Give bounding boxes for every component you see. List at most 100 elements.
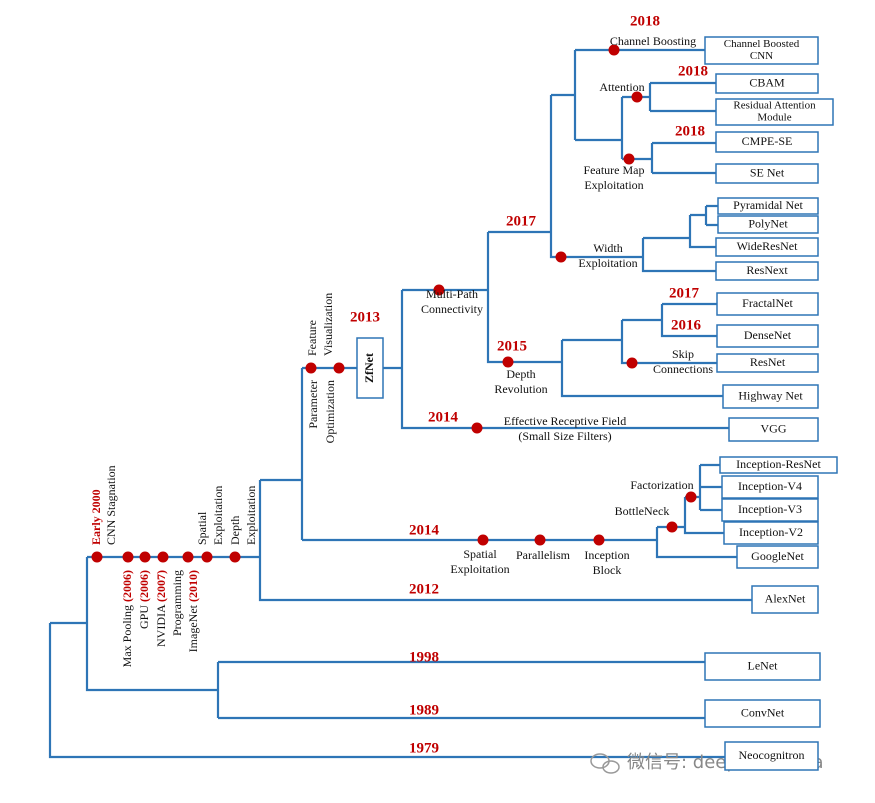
- year-label: 1998: [409, 649, 439, 665]
- branch-label: Attention: [599, 80, 644, 94]
- node-box: [722, 384, 819, 409]
- node-box: [723, 521, 819, 545]
- node-box: [716, 353, 819, 373]
- node-label: DenseNet: [744, 328, 792, 342]
- node-label: Inception-V4: [738, 479, 802, 493]
- year-label: 2012: [409, 581, 439, 597]
- rotated-label: Optimization: [323, 380, 337, 443]
- rotated-label-text: Optimization: [323, 380, 337, 443]
- rotated-label: Max Pooling (2006): [120, 570, 134, 667]
- rotated-label-text: Exploitation: [211, 486, 225, 545]
- node-label: FractalNet: [742, 296, 793, 310]
- node-label: Residual Attention: [733, 100, 816, 112]
- rotated-label-text: Parameter: [306, 380, 320, 429]
- year-label: 1989: [409, 702, 439, 718]
- node-label: Highway Net: [738, 388, 803, 402]
- year-label: 2015: [497, 338, 527, 354]
- node-label: SE Net: [750, 165, 785, 179]
- node-box: [715, 163, 819, 184]
- branch-label: Revolution: [494, 382, 547, 396]
- node-box: [717, 197, 819, 215]
- rotated-label: Spatial: [195, 511, 209, 545]
- rotated-label-year: (2007): [154, 570, 168, 602]
- node-label: Channel Boosted: [724, 38, 800, 50]
- branch-label: Channel Boosting: [610, 34, 696, 48]
- node-box: [724, 741, 819, 771]
- branch-label: (Small Size Filters): [518, 429, 611, 443]
- branch-label: Multi-Path: [426, 287, 478, 301]
- node-box: [704, 699, 821, 728]
- rotated-label-text: Programming: [170, 570, 184, 636]
- branch-label: Parallelism: [516, 548, 571, 562]
- node-label: AlexNet: [765, 591, 806, 605]
- rotated-label-text: ImageNet: [186, 602, 200, 652]
- year-label: 2016: [671, 317, 702, 333]
- node-label: CMPE-SE: [742, 134, 793, 148]
- rotated-label: NVIDIA (2007): [154, 570, 168, 647]
- rotated-label: Programming: [170, 570, 184, 636]
- node-label: Module: [757, 112, 791, 124]
- node-label: ConvNet: [741, 705, 785, 719]
- node-label: Inception-V2: [739, 525, 803, 539]
- node-box: [717, 215, 819, 234]
- node-box: [715, 237, 819, 257]
- rotated-label-text: Max Pooling: [120, 602, 134, 667]
- node-label: GoogleNet: [751, 549, 804, 563]
- rotated-label: Depth: [228, 516, 242, 545]
- node-label: PolyNet: [748, 216, 788, 230]
- node-label: ResNext: [746, 263, 788, 277]
- node-box: [715, 131, 819, 153]
- node-label: Inception-V3: [738, 502, 802, 516]
- node-label: Pyramidal Net: [733, 198, 803, 212]
- rotated-label: Visualization: [321, 293, 335, 356]
- rotated-label-year: (2006): [120, 570, 134, 602]
- tree-lines: [48, 48, 752, 759]
- branch-label: Factorization: [630, 478, 693, 492]
- branch-label: Depth: [506, 367, 535, 381]
- year-label: 2014: [409, 522, 440, 538]
- rotated-label: GPU (2006): [137, 570, 151, 629]
- year-label: 2017: [506, 213, 537, 229]
- dots: [91, 44, 697, 563]
- node-box: [716, 324, 819, 348]
- node-label: Neocognitron: [739, 748, 805, 762]
- branch-label: Spatial: [463, 547, 497, 561]
- node-box: [715, 261, 819, 281]
- year-label: 2018: [630, 13, 660, 29]
- rotated-label-year: (2010): [186, 570, 200, 602]
- rotated-label: Early 2000: [89, 489, 103, 545]
- branch-label: Skip: [672, 347, 694, 361]
- rotated-label: Exploitation: [244, 486, 258, 545]
- node-box: [721, 475, 819, 499]
- node-box: [715, 98, 834, 126]
- branch-label: Effective Receptive Field: [504, 414, 626, 428]
- rotated-label-year: (2006): [137, 570, 151, 602]
- zfnet-box: [356, 337, 384, 399]
- node-box: [716, 292, 819, 316]
- rotated-label-text: Spatial: [195, 511, 209, 545]
- node-label: ResNet: [750, 355, 786, 369]
- node-box: [719, 456, 838, 474]
- branch-label: Feature Map: [584, 163, 645, 177]
- node-label: WideResNet: [737, 239, 798, 253]
- branch-label: Exploitation: [450, 562, 509, 576]
- rotated-label-text: Feature: [305, 320, 319, 356]
- rotated-label-text: NVIDIA: [154, 602, 168, 647]
- node-box: [751, 585, 819, 614]
- rotated-label-text: Visualization: [321, 293, 335, 356]
- rotated-label-text: GPU: [137, 602, 151, 629]
- branch-label: BottleNeck: [615, 504, 670, 518]
- year-label: 2018: [675, 123, 705, 139]
- node-label: CNN: [750, 50, 773, 62]
- branch-label: Width: [593, 241, 623, 255]
- node-label: LeNet: [748, 658, 779, 672]
- rotated-label: CNN Stagnation: [104, 465, 118, 545]
- node-box: [704, 36, 819, 65]
- node-box: [728, 417, 819, 442]
- rotated-label-text: CNN Stagnation: [104, 465, 118, 545]
- branch-label: Connectivity: [421, 302, 483, 316]
- node-label: Inception-ResNet: [736, 457, 821, 471]
- year-label: 2014: [428, 409, 459, 425]
- node-box: [721, 498, 819, 522]
